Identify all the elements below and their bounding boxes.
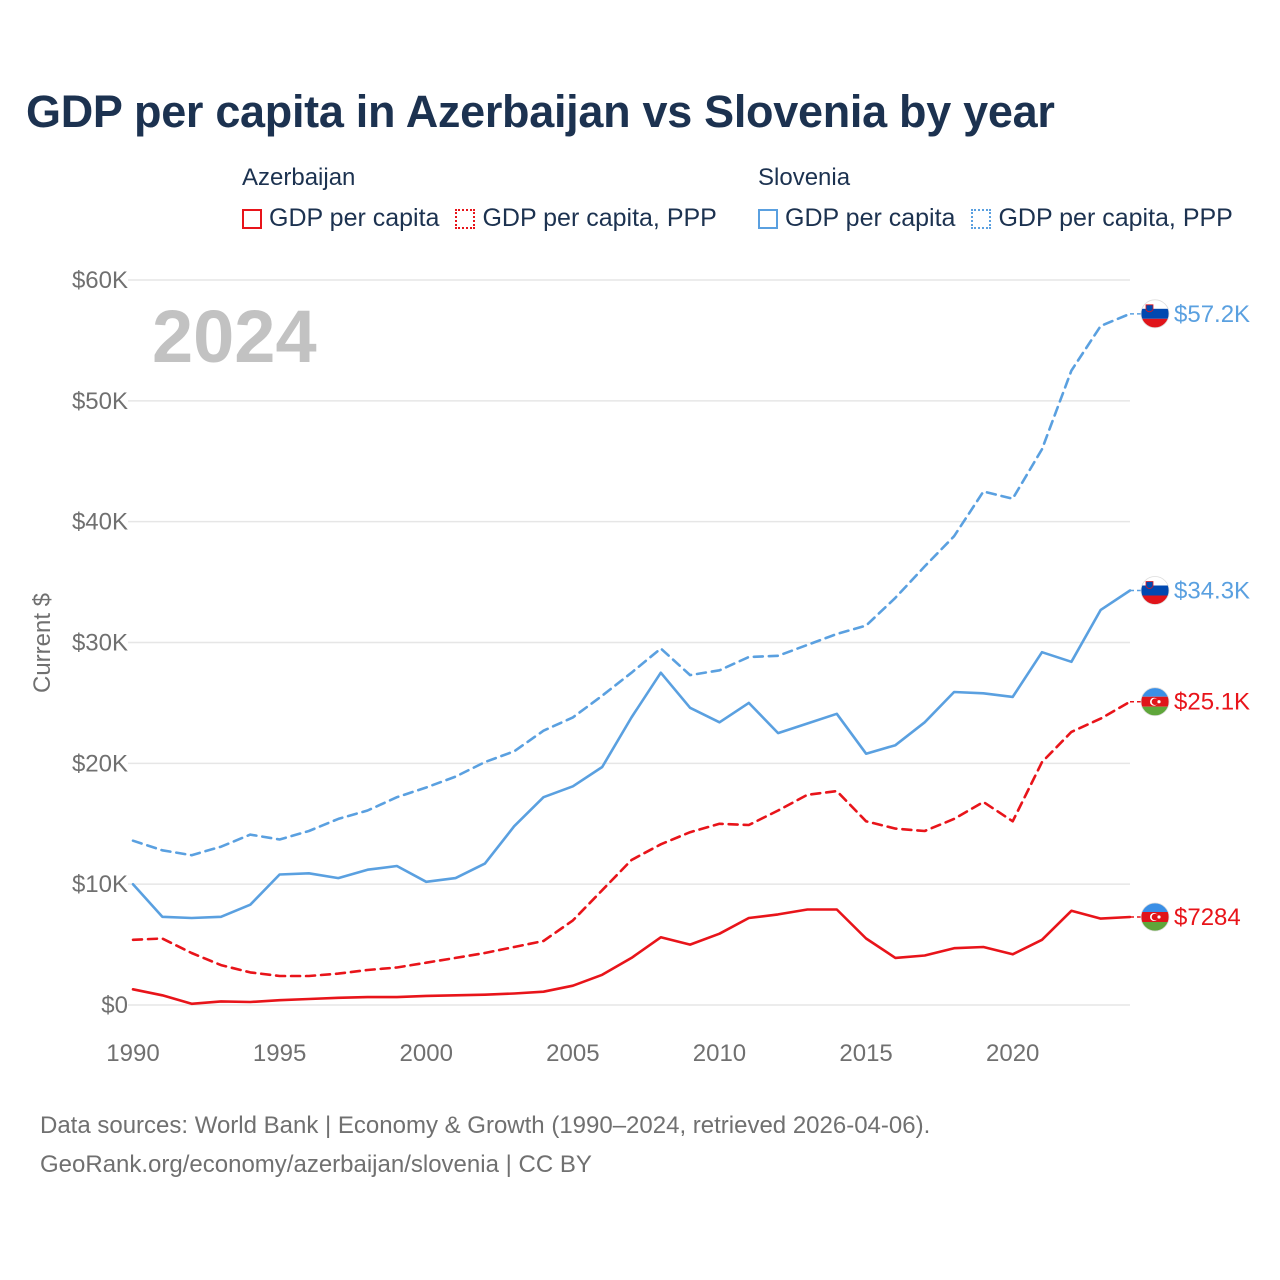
- x-tick-label: 1995: [253, 1040, 306, 1067]
- series-layer: [131, 312, 1132, 1006]
- x-tick-label: 2005: [546, 1040, 599, 1067]
- label-layer: $57.2K $34.3K $25.1K $7284: [1130, 299, 1250, 932]
- footer: Data sources: World Bank | Economy & Gro…: [40, 1106, 930, 1184]
- slovenia-flag-icon: [1140, 299, 1170, 329]
- dotted-line-swatch-icon: [455, 208, 476, 229]
- legend-item-azerbaijan-gdp[interactable]: GDP per capita: [242, 204, 439, 233]
- slovenia-flag-icon: [1140, 576, 1170, 605]
- legend-label: GDP per capita: [785, 204, 956, 232]
- year-watermark: 2024: [152, 295, 317, 378]
- azerbaijan-flag-icon: [1140, 687, 1170, 717]
- footer-sources: Data sources: World Bank | Economy & Gro…: [40, 1112, 931, 1139]
- series-line-azerbaijan-gdp-ppp[interactable]: [131, 700, 1132, 978]
- azerbaijan-flag-icon: [1140, 902, 1170, 932]
- y-tick-label: $0: [101, 992, 128, 1019]
- end-value-label: $57.2K: [1174, 301, 1250, 328]
- y-tick-label: $10K: [72, 871, 128, 898]
- series-line-slovenia-gdp-ppp[interactable]: [131, 312, 1132, 857]
- x-tick-label: 2000: [400, 1040, 453, 1067]
- end-value-label: $25.1K: [1174, 689, 1250, 716]
- legend-country-azerbaijan: Azerbaijan: [242, 164, 356, 191]
- end-value-label: $34.3K: [1174, 578, 1250, 605]
- y-tick-label: $30K: [72, 630, 128, 657]
- footer-link[interactable]: GeoRank.org/economy/azerbaijan/slovenia …: [40, 1151, 592, 1178]
- x-tick-label: 2010: [693, 1040, 746, 1067]
- line-chart: $0 $10K $20K $30K $40K $50K $60K 1990 1995 2000 20…: [29, 267, 1250, 1067]
- dotted-line-swatch-icon: [971, 208, 992, 229]
- y-tick-label: $50K: [72, 388, 128, 415]
- legend-item-azerbaijan-gdp-ppp[interactable]: GDP per capita, PPP: [455, 204, 717, 233]
- chart-title: GDP per capita in Azerbaijan vs Slovenia…: [26, 86, 1055, 137]
- solid-line-swatch-icon: [242, 208, 262, 229]
- series-line-azerbaijan-gdp[interactable]: [131, 908, 1132, 1006]
- series-line-slovenia-gdp[interactable]: [131, 589, 1132, 920]
- legend-group-azerbaijan: Azerbaijan GDP per capita GDP per capita…: [242, 162, 717, 233]
- legend-label: GDP per capita, PPP: [998, 204, 1233, 232]
- y-tick-label: $20K: [72, 750, 128, 777]
- axis-layer: $0 $10K $20K $30K $40K $50K $60K 1990 1995 2000 20…: [72, 267, 1039, 1067]
- legend-group-slovenia: Slovenia GDP per capita GDP per capita, …: [758, 162, 1233, 233]
- grid-layer: [128, 279, 1130, 1006]
- y-axis-title: Current $: [29, 593, 56, 693]
- y-tick-label: $60K: [72, 267, 128, 294]
- legend-item-slovenia-gdp[interactable]: GDP per capita: [758, 204, 955, 233]
- x-tick-label: 1990: [106, 1040, 159, 1067]
- legend-label: GDP per capita: [269, 204, 440, 232]
- y-tick-label: $40K: [72, 509, 128, 536]
- legend-country-slovenia: Slovenia: [758, 164, 851, 191]
- legend-item-slovenia-gdp-ppp[interactable]: GDP per capita, PPP: [971, 204, 1233, 233]
- end-value-label: $7284: [1174, 904, 1241, 931]
- x-tick-label: 2015: [839, 1040, 892, 1067]
- legend-label: GDP per capita, PPP: [482, 204, 717, 232]
- solid-line-swatch-icon: [758, 208, 778, 229]
- x-tick-label: 2020: [986, 1040, 1039, 1067]
